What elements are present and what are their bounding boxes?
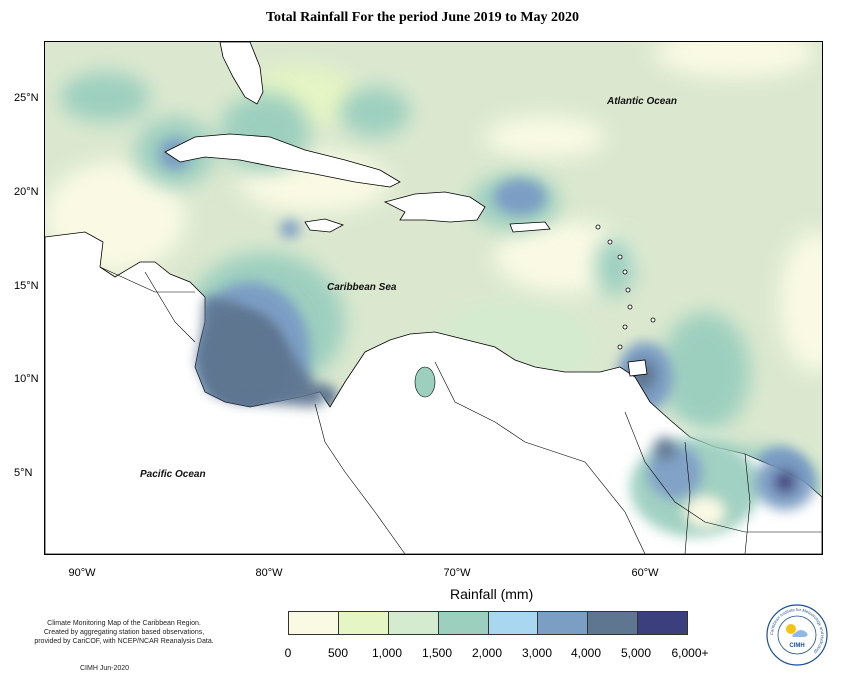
heavy-zone-jamaica: [280, 220, 300, 238]
wet-zone-atlantic: [340, 87, 410, 137]
legend-title: Rainfall (mm): [450, 586, 534, 602]
island: [622, 269, 628, 275]
legend-tick-label: 0: [284, 646, 292, 660]
footer-note: Climate Monitoring Map of the Caribbean …: [24, 619, 224, 646]
legend-swatch: [289, 612, 339, 634]
legend-tick-label: 500: [327, 646, 349, 660]
cuba: [164, 133, 401, 188]
pacific-ocean-label: Pacific Ocean: [140, 469, 206, 480]
legend-swatch: [588, 612, 639, 634]
border: [624, 411, 822, 533]
island: [617, 254, 623, 260]
land-rainfall-overlay: [197, 297, 815, 537]
dry-zone-ne: [655, 42, 815, 77]
rainfall-map-canvas: Atlantic Ocean Caribbean Sea Pacific Oce…: [45, 42, 822, 554]
border: [744, 453, 751, 554]
legend-tick-label: 1,000: [371, 646, 403, 660]
legend-swatch: [488, 612, 539, 634]
lon-label-90w: 90°W: [68, 567, 96, 579]
legend-color-bar: [288, 611, 688, 635]
legend-tick-label: 3,000: [521, 646, 553, 660]
country-borders: [99, 266, 822, 554]
logo-text: CIMH: [789, 643, 804, 649]
lon-label-60w: 60°W: [631, 567, 659, 579]
heavy-zone-pr: [494, 179, 546, 215]
overlay-fg-extreme: [773, 470, 797, 494]
dry-zone-atlantic-1: [485, 117, 605, 157]
caribbean-sea-label: Caribbean Sea: [327, 282, 397, 293]
border: [684, 441, 691, 554]
wet-zone-gulf-north: [60, 72, 150, 122]
map-title: Total Rainfall For the period June 2019 …: [265, 10, 580, 25]
island: [607, 239, 613, 245]
footer-credit: CIMH Jun-2020: [80, 665, 130, 672]
wet-zone-lesser-antilles: [595, 237, 635, 297]
lat-label-20n: 20°N: [14, 186, 39, 198]
island: [622, 324, 628, 330]
border: [314, 403, 406, 554]
trinidad: [627, 359, 648, 377]
overlay-central-america: [197, 297, 330, 407]
legend-tick-label: 4,000: [570, 646, 602, 660]
rainfall-map: Atlantic Ocean Caribbean Sea Pacific Oce…: [44, 41, 823, 555]
jamaica: [304, 218, 345, 233]
legend-swatch: [638, 612, 687, 634]
lat-label-25n: 25°N: [14, 92, 39, 104]
puerto-rico: [509, 221, 551, 233]
cloud-icon: [792, 630, 808, 637]
lon-label-80w: 80°W: [255, 567, 283, 579]
florida: [219, 42, 264, 105]
footer-line: Climate Monitoring Map of the Caribbean …: [47, 620, 201, 627]
lat-label-10n: 10°N: [14, 373, 39, 385]
legend-tick-label: 2,000: [471, 646, 503, 660]
border: [99, 266, 195, 293]
overlay-dry-guyana: [685, 497, 725, 527]
legend-swatch: [538, 612, 589, 634]
legend-tick-label: 1,500: [421, 646, 453, 660]
lon-label-70w: 70°W: [443, 567, 471, 579]
island: [625, 287, 631, 293]
hispaniola: [383, 191, 486, 223]
land-masses: [45, 42, 822, 554]
legend-swatch: [338, 612, 389, 634]
legend-swatch: [388, 612, 439, 634]
island: [617, 344, 623, 350]
lake-maracaibo: [414, 366, 436, 398]
overlay-guyana-extreme: [653, 437, 677, 461]
legend-tick-label: 6,000+: [671, 646, 709, 660]
sun-icon: [786, 624, 796, 634]
lat-label-5n: 5°N: [14, 467, 33, 479]
legend-tick-label: 5,000: [620, 646, 652, 660]
border: [144, 271, 196, 343]
footer-line: Created by aggregating station based obs…: [43, 629, 205, 636]
island: [627, 304, 633, 310]
island: [595, 224, 601, 230]
wet-zone-guyana-coast: [660, 312, 750, 432]
footer-line: provided by CariCOF, with NCEP/NCAR Rean…: [34, 638, 214, 645]
cimh-logo: Caribbean Institute for Meteorology and …: [766, 604, 828, 666]
atlantic-ocean-label: Atlantic Ocean: [606, 96, 677, 107]
dry-zone-east: [780, 232, 822, 372]
lat-label-15n: 15°N: [14, 280, 39, 292]
legend-swatch: [438, 612, 489, 634]
border: [434, 361, 646, 554]
island: [650, 317, 656, 323]
